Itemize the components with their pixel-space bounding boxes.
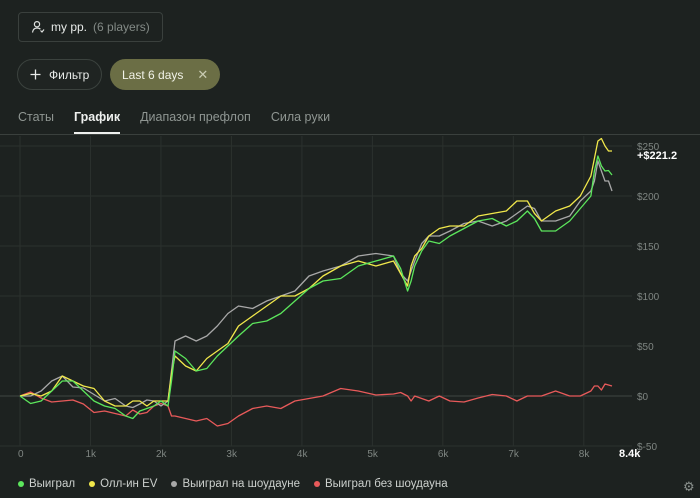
x-tick-label: 1k [85,449,97,460]
profit-chart: $250 $200 $150 $100 $50 $0 $-50 0 1k 2k 3k 4k 5k 6k 7k… [0,136,677,460]
x-tick-label: 4k [297,449,309,460]
legend-dot [171,481,178,487]
x-tick-label: 8k [579,449,591,460]
legend-item-showdown[interactable]: Выиграл на шоудауне [171,478,300,490]
chart-legend: Выиграл Олл-ин EV Выиграл на шоудауне Вы… [18,478,448,490]
x-tick-label: 7k [508,449,520,460]
filter-button[interactable]: Фильтр [17,59,103,90]
legend-label: Олл-ин EV [100,478,158,490]
legend-label: Выиграл на шоудауне [182,478,300,490]
date-range-chip[interactable]: Last 6 days ✕ [110,59,221,90]
tab-hand-strength[interactable]: Сила руки [270,110,331,124]
x-tick-label: 6k [438,449,450,460]
user-icon [31,20,45,33]
y-tick-label: $-50 [637,442,657,453]
legend-dot [313,481,320,487]
legend-dot [18,481,24,487]
y-tick-label: $0 [637,392,649,403]
legend-label: Выиграл без шоудауна [324,478,448,490]
date-range-label: Last 6 days [122,67,184,82]
x-end-label: 8.4k [619,448,641,460]
profit-end-label: +$221.2 [637,150,677,162]
series-line [19,383,613,427]
player-name: my pp. [51,20,88,34]
x-tick-label: 5k [367,449,379,460]
series-line [19,155,613,420]
player-count: (6 players) [93,20,150,34]
legend-item-won[interactable]: Выиграл [18,478,75,490]
series-line [19,137,612,407]
x-tick-label: 0 [18,449,24,460]
filter-label: Фильтр [49,67,90,82]
legend-item-allin-ev[interactable]: Олл-ин EV [89,478,157,490]
legend-dot [89,481,96,487]
y-tick-label: $50 [637,342,654,353]
gear-icon[interactable]: ⚙ [683,479,695,494]
x-tick-label: 3k [226,449,238,460]
player-selector[interactable]: my pp. (6 players) [18,12,163,42]
legend-label: Выиграл [29,478,76,490]
y-tick-label: $100 [637,292,660,303]
plus-icon [30,69,41,80]
tab-graph[interactable]: График [74,110,121,134]
tabs-divider [0,134,700,135]
close-icon[interactable]: ✕ [197,66,209,82]
y-tick-label: $200 [637,192,660,203]
legend-item-non-showdown[interactable]: Выиграл без шоудауна [313,478,448,490]
tab-bar: Статы График Диапазон префлоп Сила руки [18,110,330,134]
y-tick-label: $150 [637,242,660,253]
x-tick-label: 2k [156,449,168,460]
tab-stats[interactable]: Статы [18,110,54,124]
y-tick-label: $250 [637,142,660,153]
tab-preflop-range[interactable]: Диапазон префлоп [140,110,251,124]
